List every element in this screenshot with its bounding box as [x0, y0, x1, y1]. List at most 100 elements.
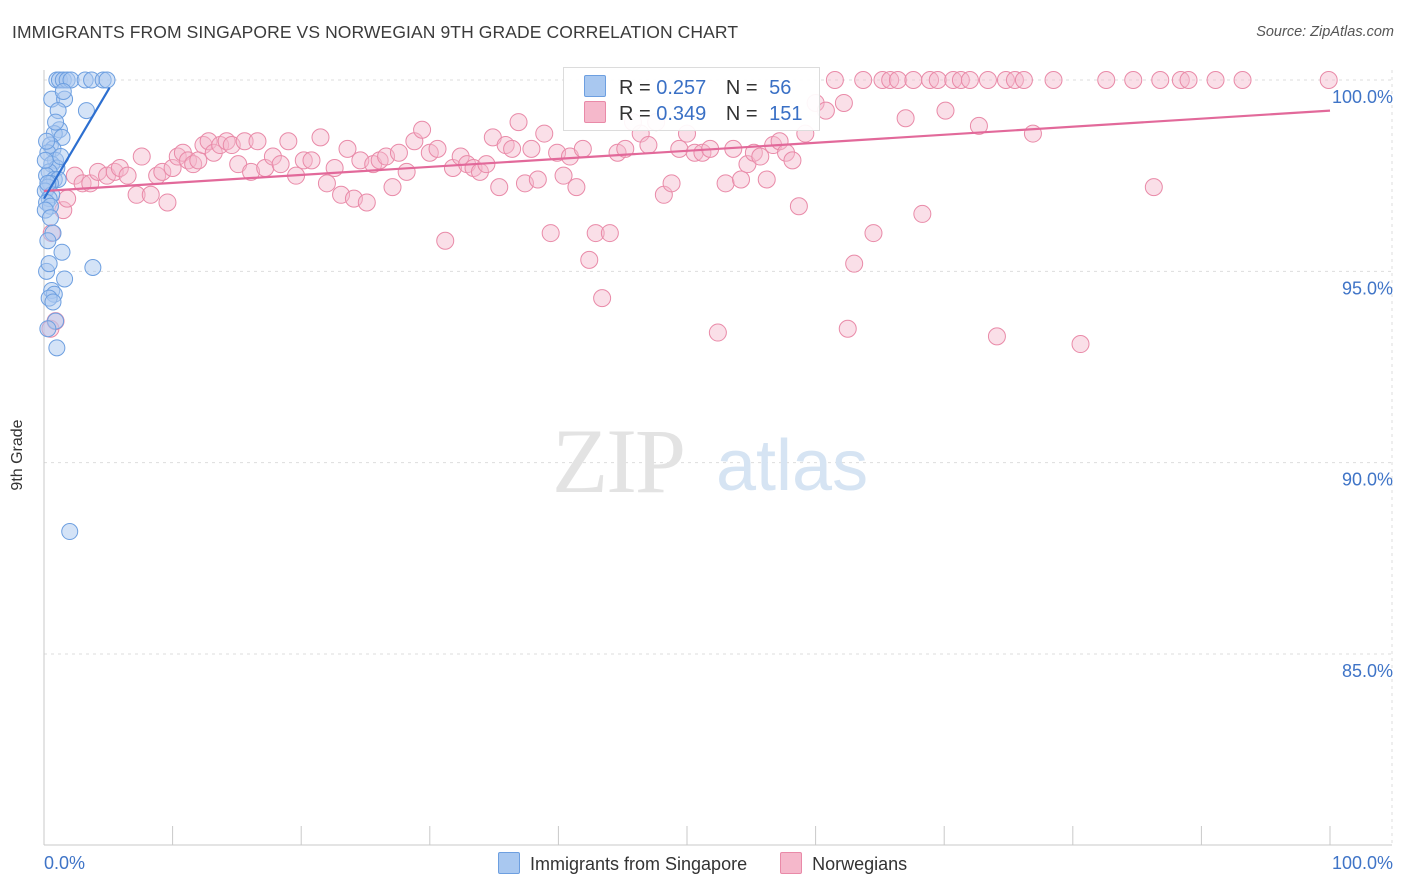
norwegians-point — [896, 109, 915, 128]
norwegians-point — [864, 224, 883, 243]
norwegians-point — [1233, 71, 1252, 89]
watermark-zip: ZIP — [552, 410, 684, 512]
norwegians-point — [854, 71, 873, 89]
r-value: 0.349 — [656, 103, 707, 125]
norwegians-point — [978, 71, 997, 89]
norwegians-point — [383, 178, 402, 197]
norwegians-point — [996, 71, 1015, 89]
norwegians-point — [834, 93, 853, 112]
singapore-point — [98, 71, 116, 89]
legend-label: Immigrants from Singapore — [530, 854, 748, 874]
singapore-point — [47, 113, 65, 131]
norwegians-point — [825, 71, 844, 89]
norwegians-point — [600, 224, 619, 243]
norwegians-point — [65, 166, 84, 185]
norwegians-point — [389, 143, 408, 162]
y-tick-label: 100.0% — [1332, 87, 1393, 107]
legend-swatch-singapore — [498, 852, 520, 874]
norwegians-point — [158, 193, 177, 212]
norwegians-point — [132, 147, 151, 166]
norwegians-point — [888, 71, 907, 89]
singapore-point — [77, 102, 95, 120]
norwegians-point — [1014, 71, 1033, 89]
norwegians-point — [580, 250, 599, 269]
norwegians-point — [294, 151, 313, 170]
norwegians-point — [969, 116, 988, 135]
norwegians-point — [1144, 178, 1163, 197]
x-tick-label: 100.0% — [1332, 853, 1393, 873]
legend-item-norwegians[interactable]: Norwegians — [780, 852, 907, 875]
legend-item-singapore[interactable]: Immigrants from Singapore — [498, 852, 747, 875]
norwegians-point — [1206, 71, 1225, 89]
norwegians-point — [757, 170, 776, 189]
norwegians-point — [783, 151, 802, 170]
norwegians-point — [751, 147, 770, 166]
norwegians-point — [951, 71, 970, 89]
norwegians-point — [338, 139, 357, 158]
norwegians-point — [639, 136, 658, 155]
legend-label: Norwegians — [812, 854, 908, 874]
norwegians-point — [586, 224, 605, 243]
norwegians-point — [263, 147, 282, 166]
norwegians-point — [845, 254, 864, 273]
norwegians-point — [528, 170, 547, 189]
norwegians-point — [987, 327, 1006, 346]
norwegians-point — [503, 139, 522, 158]
singapore-point — [54, 82, 72, 100]
norwegians-point — [593, 289, 612, 308]
norwegians-trend-line — [43, 109, 1331, 193]
n-value: 151 — [769, 103, 803, 125]
norwegians-point — [302, 151, 321, 170]
tick-labels: 100.0% 95.0% 90.0% 85.0% 0.0% 100.0% — [44, 87, 1393, 873]
norwegians-point — [913, 204, 932, 223]
norwegians-point — [189, 151, 208, 170]
x-tick-label: 0.0% — [44, 853, 85, 873]
norwegians-point — [1023, 124, 1042, 143]
norwegians-point — [317, 174, 336, 193]
singapore-point — [53, 243, 71, 261]
norwegians-point — [271, 155, 290, 174]
n-label: N = — [725, 103, 758, 125]
legend-swatch-norwegians — [780, 852, 803, 874]
norwegians-point — [716, 174, 735, 193]
norwegians-point — [397, 162, 416, 181]
norwegians-point — [357, 193, 376, 212]
norwegians-point — [141, 185, 160, 204]
norwegians-point — [616, 139, 635, 158]
singapore-point — [44, 293, 62, 311]
norwegians-point — [436, 231, 455, 250]
singapore-point — [39, 320, 57, 338]
norwegians-point — [732, 170, 751, 189]
norwegians-point — [881, 71, 900, 89]
norwegians-point — [838, 319, 857, 338]
chart-title: IMMIGRANTS FROM SINGAPORE VS NORWEGIAN 9… — [12, 22, 739, 42]
norwegians-point — [153, 162, 172, 181]
norwegians-point — [163, 159, 182, 178]
norwegians-point — [110, 159, 129, 178]
norwegians-point — [708, 323, 727, 342]
r-label: R = — [619, 77, 651, 99]
norwegians-point — [413, 120, 432, 139]
norwegians-point — [928, 71, 947, 89]
trend-lines — [43, 87, 1331, 200]
singapore-point — [56, 270, 74, 288]
norwegians-point — [662, 174, 681, 193]
norwegians-point — [960, 71, 979, 89]
norwegians-point — [509, 113, 528, 132]
r-label: R = — [619, 103, 651, 125]
bottom-legend: Immigrants from Singapore Norwegians — [498, 852, 935, 876]
source-credit: Source: ZipAtlas.com — [1256, 24, 1394, 40]
singapore-point — [41, 209, 59, 227]
norwegians-point — [535, 124, 554, 143]
norwegians-point — [235, 132, 254, 151]
norwegians-point — [204, 143, 223, 162]
norwegians-point — [1124, 71, 1143, 89]
watermark: ZIP atlas — [552, 410, 868, 512]
watermark-atlas: atlas — [716, 426, 868, 506]
singapore-point — [38, 132, 56, 150]
norwegians-point — [127, 185, 146, 204]
norwegians-point — [522, 139, 541, 158]
r-value: 0.257 — [656, 77, 707, 99]
singapore-point — [36, 151, 54, 169]
